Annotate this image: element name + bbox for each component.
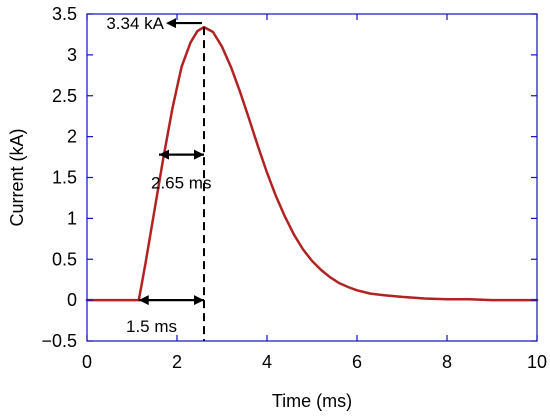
arrow-head [159,149,169,160]
x-axis-label: Time (ms) [272,391,352,411]
x-tick-label: 10 [527,352,547,372]
peak-arrow [166,18,202,29]
arrow-head [166,18,176,29]
series-line [85,25,539,302]
y-tick-label: 3.5 [52,4,77,24]
ticks: 0 2 4 6 8 10−0.500.511.522.533.5 [41,4,547,372]
x-tick-label: 4 [262,352,272,372]
arrow-head [194,295,204,306]
x-tick-label: 0 [82,352,92,372]
y-tick-label: 1.5 [52,168,77,188]
y-tick-label: 2.5 [52,86,77,106]
y-axis-label: Current (kA) [7,128,27,226]
x-tick-label: 2 [172,352,182,372]
y-tick-label: 2 [67,127,77,147]
x-tick-label: 8 [442,352,452,372]
width-label: 2.65 ms [151,174,211,193]
arrow-head [194,149,204,160]
rise-label: 1.5 ms [126,317,177,336]
width-double-arrow [159,149,204,160]
y-tick-label: 0.5 [52,249,77,269]
y-tick-label: 0 [67,290,77,310]
peak-label: 3.34 kA [106,14,164,33]
y-tick-label: 3 [67,45,77,65]
rise-double-arrow [138,295,204,306]
y-tick-label: 1 [67,208,77,228]
x-tick-label: 6 [352,352,362,372]
y-tick-label: −0.5 [41,331,77,351]
arrow-head [138,295,149,306]
